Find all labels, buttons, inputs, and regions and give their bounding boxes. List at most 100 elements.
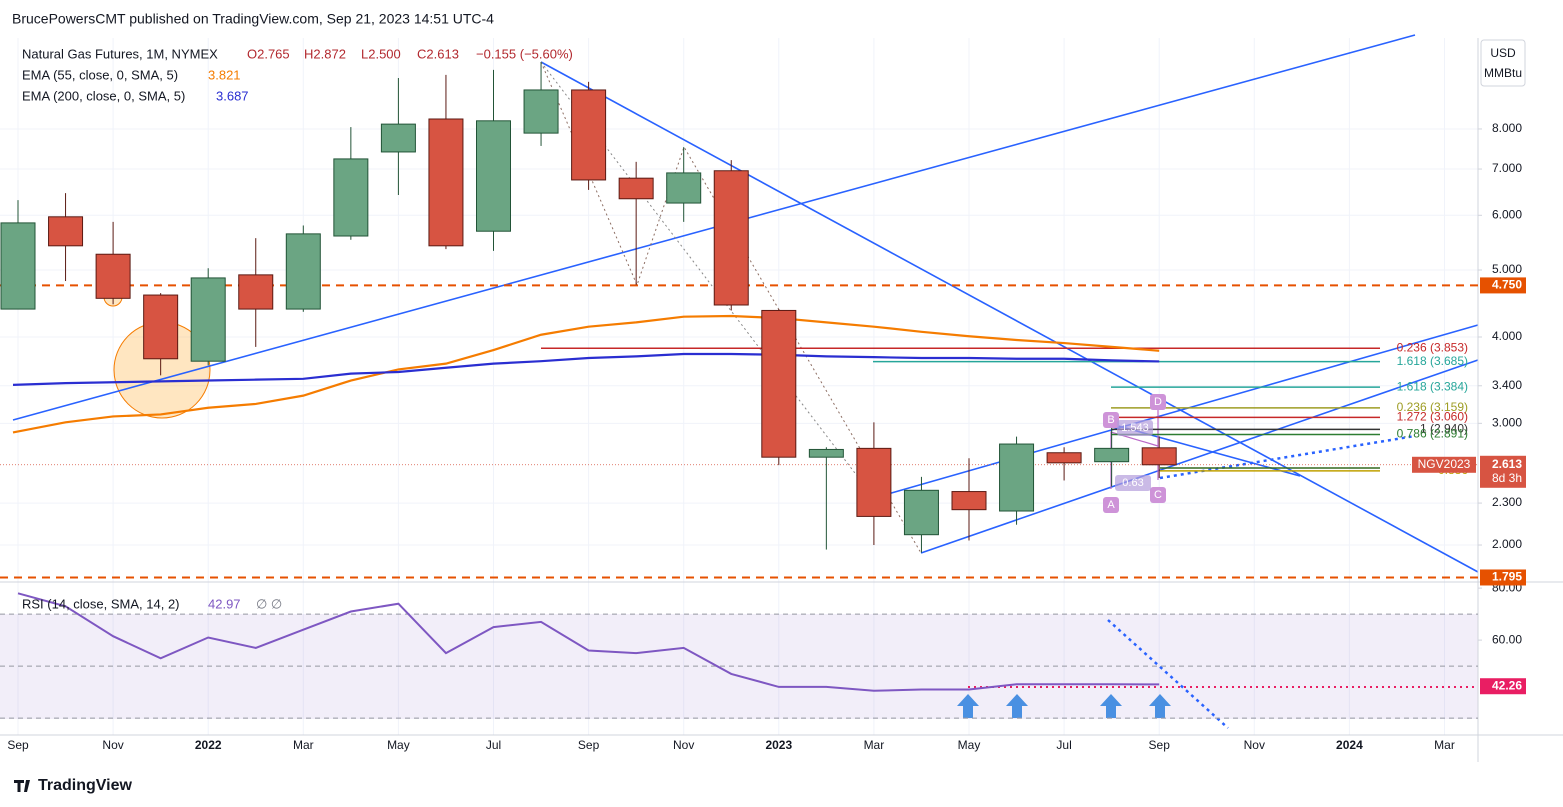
candle-body xyxy=(903,489,939,536)
x-tick-label: Nov xyxy=(102,738,123,752)
candle-body xyxy=(333,158,369,237)
candle-body xyxy=(951,491,987,511)
ema-line xyxy=(12,352,1160,386)
candle-body xyxy=(1141,447,1177,466)
fib-label: 1 (2.940) xyxy=(1420,422,1468,436)
trend-line xyxy=(920,359,1479,554)
legend-value: H2.872 xyxy=(304,46,346,61)
candle-body xyxy=(143,294,179,360)
rsi-tag xyxy=(1480,678,1526,695)
candle-body xyxy=(856,447,892,517)
fib-label: 0.236 (3.159) xyxy=(1397,400,1468,414)
legend-value: C2.613 xyxy=(417,46,459,61)
pattern-label: 1.543 xyxy=(1121,422,1149,434)
legend-name: EMA (55, close, 0, SMA, 5) xyxy=(22,67,178,82)
arrow xyxy=(1006,694,1028,718)
unit-label: MMBtu xyxy=(1484,66,1522,80)
x-tick-label: Nov xyxy=(1244,738,1265,752)
y-tick-label: 8.000 xyxy=(1492,121,1522,135)
x-tick-label: Jul xyxy=(1056,738,1071,752)
rsi-legend-value: 42.97 xyxy=(208,596,241,611)
candle-body xyxy=(476,120,511,232)
fib-label: 1.272 (3.060) xyxy=(1397,410,1468,424)
pattern-label-box xyxy=(1117,420,1153,436)
price-tag xyxy=(1480,455,1526,488)
unit-box xyxy=(1480,39,1526,87)
arrows xyxy=(957,694,1171,718)
pattern-label: B xyxy=(1107,414,1114,426)
pattern-label: D xyxy=(1154,396,1162,408)
candle-body xyxy=(761,309,797,458)
symbol-tag-label: NGV2023 xyxy=(1418,457,1471,471)
x-tick-label: Sep xyxy=(7,738,29,752)
arrow xyxy=(957,694,979,718)
candle-body xyxy=(380,123,416,153)
candle-body xyxy=(190,277,226,362)
trend-line xyxy=(1107,619,1229,729)
y-tick-label: 4.000 xyxy=(1492,329,1522,343)
unit-label: USD xyxy=(1490,46,1516,60)
footer: TradingView xyxy=(38,777,133,794)
candle-body xyxy=(523,89,559,134)
trend-line xyxy=(873,324,1479,499)
candle-body xyxy=(285,233,321,310)
x-tick-label: Jul xyxy=(486,738,501,752)
price-tag xyxy=(1480,277,1526,294)
pattern-label-box xyxy=(1150,487,1166,503)
pattern-label-box xyxy=(1103,412,1119,428)
pattern-label-box xyxy=(1150,394,1166,410)
legend-title: Natural Gas Futures, 1M, NYMEX xyxy=(22,46,218,61)
candle-body xyxy=(238,274,274,310)
countdown-label: 8d 3h xyxy=(1492,471,1522,485)
pattern-label: A xyxy=(1107,499,1115,511)
candle-body xyxy=(95,253,131,299)
candle-body xyxy=(1094,447,1130,463)
pattern-label: 0.63 xyxy=(1122,477,1143,489)
y-tick-label: 2.300 xyxy=(1492,495,1522,509)
x-tick-label: Mar xyxy=(293,738,314,752)
fib-label: 0.236 (3.853) xyxy=(1397,340,1468,354)
candle-body xyxy=(1046,452,1082,464)
x-tick-label: Mar xyxy=(864,738,885,752)
y-tick-label: 2.000 xyxy=(1492,537,1522,551)
symbol-tag xyxy=(1412,456,1476,473)
x-tick-label: Nov xyxy=(673,738,694,752)
legend-value: 3.821 xyxy=(208,67,241,82)
candle-body xyxy=(713,170,749,306)
rsi-line xyxy=(17,592,1160,692)
y-tick-label: 3.400 xyxy=(1492,378,1522,392)
candle-body xyxy=(618,177,654,200)
price-tag-label: 2.613 xyxy=(1492,457,1522,471)
price-tag-label: 4.750 xyxy=(1492,278,1522,292)
candle-body xyxy=(48,216,84,247)
x-tick-label: May xyxy=(387,738,410,752)
fib-label: 1.618 (3.384) xyxy=(1397,379,1468,393)
y-tick-label: 6.000 xyxy=(1492,207,1522,221)
pattern-label-box xyxy=(1115,475,1151,491)
y-tick-label: 60.00 xyxy=(1492,632,1522,646)
ema-line xyxy=(12,314,1160,434)
price-tag xyxy=(1480,569,1526,586)
x-tick-label: Sep xyxy=(578,738,600,752)
candle-body xyxy=(428,118,464,247)
arrow xyxy=(1100,694,1122,718)
x-tick-label: May xyxy=(958,738,981,752)
price-tag-label: 1.795 xyxy=(1492,570,1522,584)
rsi-legend-extra: ∅ ∅ xyxy=(256,596,282,611)
fib-label: 1.618 (3.685) xyxy=(1397,354,1468,368)
rsi-legend: RSI (14, close, SMA, 14, 2) xyxy=(22,596,180,611)
candle-body xyxy=(999,443,1035,512)
candle-body xyxy=(571,89,607,181)
x-tick-label: 2023 xyxy=(765,738,792,752)
legend-value: L2.500 xyxy=(361,46,401,61)
x-tick-label: Mar xyxy=(1434,738,1455,752)
pattern-label-box xyxy=(1103,497,1119,513)
legend-value: 3.687 xyxy=(216,88,249,103)
candle-body xyxy=(0,222,36,310)
y-tick-label: 7.000 xyxy=(1492,161,1522,175)
x-tick-label: Sep xyxy=(1149,738,1171,752)
logo xyxy=(14,780,30,792)
y-tick-label: 3.000 xyxy=(1492,416,1522,430)
header: BrucePowersCMT published on TradingView.… xyxy=(12,11,494,27)
